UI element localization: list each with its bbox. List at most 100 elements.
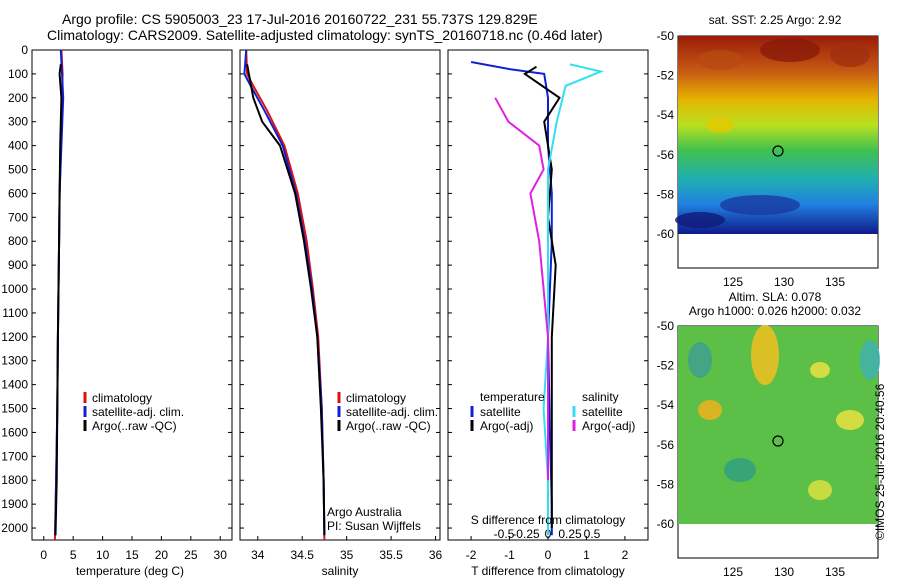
sla-blotch xyxy=(836,410,864,430)
figure-title-line1: Argo profile: CS 5905003_23 17-Jul-2016 … xyxy=(62,11,538,27)
sst-blotch xyxy=(830,43,870,67)
t-difference-axis-label: T difference from climatology xyxy=(471,564,625,578)
temperature-axis-label: temperature (deg C) xyxy=(76,564,184,578)
x-tick-label: 36 xyxy=(429,548,443,562)
difference-legend: temperature satellite Argo(-adj) salinit… xyxy=(470,390,635,433)
depth-tick-label: 1000 xyxy=(1,282,28,296)
x-tick-label: 15 xyxy=(125,548,139,562)
sla-map-title-line2: Argo h1000: 0.026 h2000: 0.032 xyxy=(689,304,861,318)
sla-lon-tick: 130 xyxy=(774,565,794,579)
temperature-legend: climatology satellite-adj. clim. Argo(..… xyxy=(83,391,184,433)
x-tick-label: 35 xyxy=(340,548,354,562)
depth-tick-label: 300 xyxy=(8,115,28,129)
footer-argo-australia: Argo Australia xyxy=(327,505,402,519)
profile-line-temperature-argo-adj- xyxy=(523,65,561,528)
depth-tick-label: 1200 xyxy=(1,330,28,344)
x-tick-label: 5 xyxy=(70,548,77,562)
x-tick-label: -1 xyxy=(504,548,515,562)
s-diff-tick-label: -0.25 xyxy=(512,527,540,541)
axis-ticks-layer: 0100200300400500600700800900100011001200… xyxy=(1,29,845,579)
x-tick-label: 25 xyxy=(184,548,198,562)
sla-map-texture xyxy=(688,325,880,500)
footer-pi: PI: Susan Wijffels xyxy=(327,519,421,533)
x-tick-label: 34 xyxy=(251,548,265,562)
sst-map-texture xyxy=(675,38,870,228)
depth-tick-label: 1500 xyxy=(1,402,28,416)
sla-argo-location-marker xyxy=(772,435,784,447)
x-tick-label: 20 xyxy=(155,548,169,562)
sla-lon-tick: 135 xyxy=(825,565,845,579)
legend-head-salinity: salinity xyxy=(582,390,619,404)
sla-lat-tick: -60 xyxy=(657,517,675,531)
depth-tick-label: 1100 xyxy=(2,306,28,320)
legend-label-climatology: climatology xyxy=(346,391,406,405)
sst-lat-tick: -60 xyxy=(657,227,675,241)
sla-lat-tick: -58 xyxy=(657,477,675,491)
sla-blotch xyxy=(724,458,756,482)
sla-lon-tick: 125 xyxy=(723,565,743,579)
salinity-legend: climatology satellite-adj. clim. Argo(..… xyxy=(337,391,438,433)
salinity-axis-label: salinity xyxy=(322,564,359,578)
legend-label-temp-satellite: satellite xyxy=(480,405,521,419)
sst-lon-tick: 130 xyxy=(774,275,794,289)
sla-blotch xyxy=(860,340,880,380)
sst-lat-tick: -54 xyxy=(657,108,675,122)
s-difference-label: S difference from climatology xyxy=(471,513,626,527)
sla-map-title-line1: Altim. SLA: 0.078 xyxy=(729,290,822,304)
sst-lon-tick: 125 xyxy=(723,275,743,289)
x-tick-label: 0 xyxy=(545,548,552,562)
depth-tick-label: 400 xyxy=(8,139,28,153)
sla-lat-tick: -56 xyxy=(657,438,675,452)
temperature-plot-frame xyxy=(31,49,233,541)
sst-map-title: sat. SST: 2.25 Argo: 2.92 xyxy=(709,13,842,27)
depth-tick-label: 1700 xyxy=(1,449,28,463)
legend-head-temperature: temperature xyxy=(480,390,545,404)
depth-tick-label: 600 xyxy=(8,186,28,200)
x-tick-label: 2 xyxy=(622,548,629,562)
x-tick-label: 30 xyxy=(214,548,228,562)
x-tick-label: -2 xyxy=(466,548,477,562)
profile-lines-layer xyxy=(53,49,605,541)
sla-blotch xyxy=(808,480,832,500)
sst-lat-tick: -56 xyxy=(657,148,675,162)
sst-lon-tick: 135 xyxy=(825,275,845,289)
imos-credit: ©IMOS 25-Jul-2016 20:40:56 xyxy=(873,383,887,540)
sst-blotch xyxy=(760,38,820,62)
legend-label-climatology: climatology xyxy=(92,391,152,405)
x-tick-label: 1 xyxy=(583,548,590,562)
depth-tick-label: 100 xyxy=(8,67,28,81)
legend-label-argo: Argo(..raw -QC) xyxy=(92,419,177,433)
depth-tick-label: 800 xyxy=(8,234,28,248)
sla-blotch xyxy=(810,362,830,378)
depth-tick-label: 1900 xyxy=(1,497,28,511)
legend-label-temp-argo: Argo(-adj) xyxy=(480,419,533,433)
depth-tick-label: 700 xyxy=(8,210,28,224)
sla-lat-tick: -50 xyxy=(657,319,675,333)
depth-tick-label: 2000 xyxy=(1,521,28,535)
salinity-plot-frame xyxy=(239,49,441,541)
s-diff-tick-label: -0.5 xyxy=(494,527,515,541)
depth-tick-label: 1800 xyxy=(1,473,28,487)
depth-tick-label: 1300 xyxy=(1,354,28,368)
s-diff-tick-label: 0.5 xyxy=(584,527,601,541)
depth-tick-label: 200 xyxy=(8,91,28,105)
depth-tick-label: 0 xyxy=(21,43,28,57)
sla-blotch xyxy=(688,342,712,378)
x-tick-label: 35.5 xyxy=(379,548,403,562)
sst-lat-tick: -50 xyxy=(657,29,675,43)
x-tick-label: 34.5 xyxy=(291,548,315,562)
sla-blotch xyxy=(751,325,779,385)
x-tick-label: 10 xyxy=(96,548,110,562)
sst-argo-location-marker xyxy=(772,145,784,157)
legend-label-sal-argo: Argo(-adj) xyxy=(582,419,635,433)
profile-line-argo-raw-qc- xyxy=(54,64,63,536)
x-tick-label: 0 xyxy=(40,548,47,562)
depth-tick-label: 900 xyxy=(8,258,28,272)
figure-title-line2: Climatology: CARS2009. Satellite-adjuste… xyxy=(47,27,603,43)
s-diff-tick-label: 0.25 xyxy=(558,527,582,541)
sst-blotch xyxy=(675,212,725,228)
depth-tick-label: 1400 xyxy=(1,378,28,392)
profile-line-temperature-satellite xyxy=(470,61,553,536)
sst-lat-tick: -52 xyxy=(657,69,675,83)
